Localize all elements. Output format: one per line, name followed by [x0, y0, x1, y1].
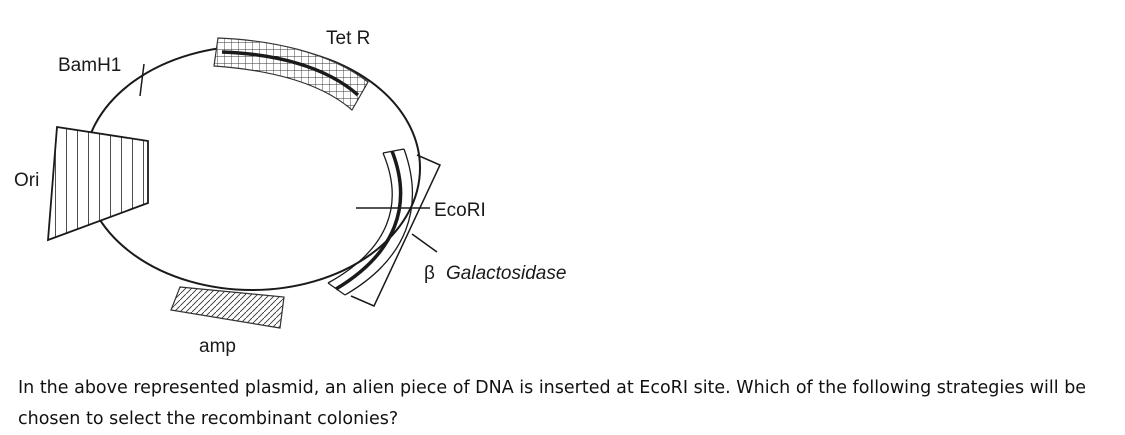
question-text: In the above represented plasmid, an ali…: [18, 378, 1087, 429]
bamh1-site: [139, 63, 145, 97]
ecori-label: EcoRI: [434, 200, 486, 221]
galactosidase-label: Galactosidase: [446, 263, 566, 284]
bamh1-label: BamH1: [58, 55, 121, 76]
beta-symbol: β: [424, 263, 435, 284]
beta-galactosidase-pointer: [411, 233, 438, 253]
beta-galactosidase-bracket: [350, 154, 442, 307]
amp-gene: [170, 286, 285, 329]
tet-r-gene: [213, 37, 369, 111]
plasmid-diagram: Tet R BamH1 Ori EcoRI β Galactosidase am…: [14, 28, 566, 357]
beta-galactosidase-gene: [327, 148, 413, 296]
ori-region: [46, 125, 149, 242]
tet-r-label: Tet R: [326, 28, 370, 49]
ori-label: Ori: [14, 170, 39, 191]
amp-label: amp: [199, 336, 236, 357]
